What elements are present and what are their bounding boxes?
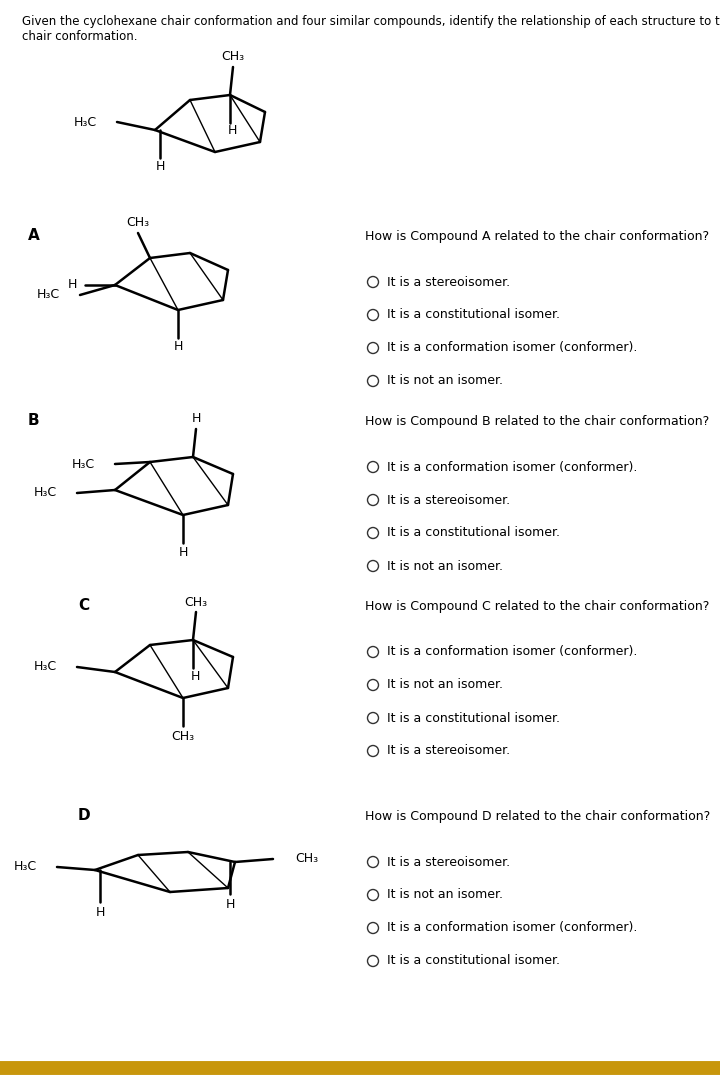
Text: It is not an isomer.: It is not an isomer. — [387, 374, 503, 387]
Text: H₃C: H₃C — [34, 486, 57, 499]
Text: H₃C: H₃C — [34, 660, 57, 673]
Text: CH₃: CH₃ — [184, 596, 207, 609]
Text: It is a conformation isomer (conformer).: It is a conformation isomer (conformer). — [387, 342, 637, 355]
Text: H: H — [179, 546, 188, 559]
Text: It is a stereoisomer.: It is a stereoisomer. — [387, 276, 510, 289]
Text: H: H — [174, 341, 183, 353]
Text: H₃C: H₃C — [37, 289, 60, 302]
Text: It is a stereoisomer.: It is a stereoisomer. — [387, 494, 510, 507]
Text: Given the cyclohexane chair conformation and four similar compounds, identify th: Given the cyclohexane chair conformation… — [22, 15, 720, 43]
Text: It is a conformation isomer (conformer).: It is a conformation isomer (conformer). — [387, 461, 637, 473]
Text: CH₃: CH₃ — [295, 853, 318, 866]
Text: A: A — [28, 228, 40, 243]
Text: It is not an isomer.: It is not an isomer. — [387, 889, 503, 902]
Text: H: H — [228, 124, 237, 137]
Text: It is a constitutional isomer.: It is a constitutional isomer. — [387, 955, 560, 967]
Text: H: H — [192, 413, 201, 426]
Text: It is not an isomer.: It is not an isomer. — [387, 679, 503, 692]
Text: How is Compound C related to the chair conformation?: How is Compound C related to the chair c… — [365, 600, 709, 613]
Text: It is a stereoisomer.: It is a stereoisomer. — [387, 855, 510, 868]
Text: It is not an isomer.: It is not an isomer. — [387, 560, 503, 573]
Text: H₃C: H₃C — [74, 116, 97, 129]
Text: C: C — [78, 598, 89, 613]
Text: CH₃: CH₃ — [127, 216, 150, 229]
Text: It is a constitutional isomer.: It is a constitutional isomer. — [387, 711, 560, 724]
Text: H: H — [190, 669, 199, 682]
Text: H: H — [68, 279, 77, 292]
Text: D: D — [78, 808, 91, 823]
Text: It is a conformation isomer (conformer).: It is a conformation isomer (conformer). — [387, 921, 637, 934]
Text: H: H — [225, 897, 235, 910]
Text: H: H — [95, 906, 104, 919]
Text: H: H — [156, 160, 165, 173]
Text: B: B — [28, 413, 40, 428]
Text: It is a stereoisomer.: It is a stereoisomer. — [387, 745, 510, 758]
Text: How is Compound B related to the chair conformation?: How is Compound B related to the chair c… — [365, 415, 709, 428]
Text: It is a constitutional isomer.: It is a constitutional isomer. — [387, 308, 560, 321]
Text: It is a constitutional isomer.: It is a constitutional isomer. — [387, 526, 560, 539]
Text: How is Compound D related to the chair conformation?: How is Compound D related to the chair c… — [365, 810, 710, 823]
Text: H₃C: H₃C — [72, 457, 95, 470]
Text: CH₃: CH₃ — [222, 51, 245, 64]
Text: H₃C: H₃C — [14, 860, 37, 873]
Text: CH₃: CH₃ — [171, 730, 194, 743]
Text: It is a conformation isomer (conformer).: It is a conformation isomer (conformer). — [387, 645, 637, 658]
Text: How is Compound A related to the chair conformation?: How is Compound A related to the chair c… — [365, 230, 709, 243]
